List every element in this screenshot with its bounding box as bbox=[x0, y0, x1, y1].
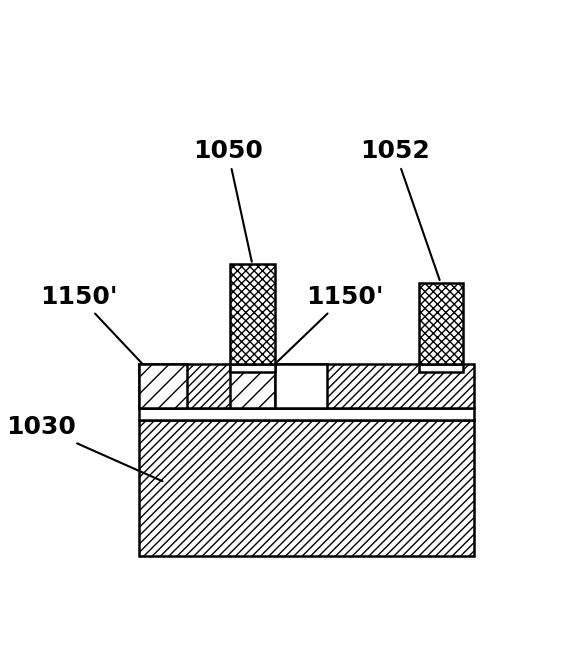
Bar bbox=[139, 408, 473, 419]
Text: 1150': 1150' bbox=[254, 285, 384, 384]
Bar bbox=[275, 364, 327, 408]
Bar bbox=[139, 364, 187, 408]
Bar bbox=[139, 419, 473, 556]
Text: 1052: 1052 bbox=[360, 140, 440, 280]
Bar bbox=[230, 264, 275, 364]
Bar bbox=[419, 364, 463, 372]
Text: 1030: 1030 bbox=[6, 415, 163, 481]
Text: 1050: 1050 bbox=[193, 140, 263, 261]
Bar bbox=[230, 364, 275, 372]
Bar bbox=[419, 283, 463, 364]
Bar bbox=[230, 364, 275, 408]
Bar bbox=[139, 364, 473, 408]
Text: 1150': 1150' bbox=[40, 285, 161, 384]
